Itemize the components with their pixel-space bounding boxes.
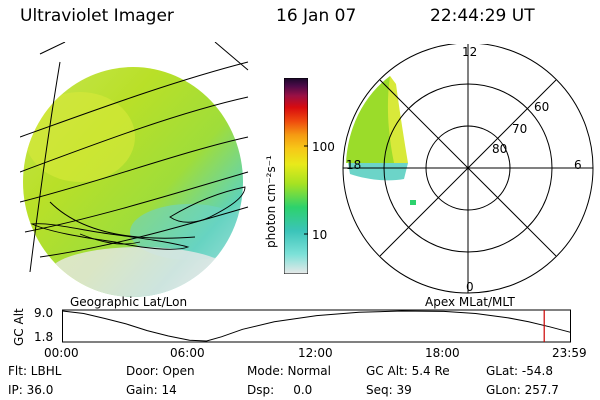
lat-label-80: 80 — [492, 142, 508, 156]
timeline-x-tick-2359: 23:59 — [552, 346, 587, 360]
colorbar-unit-label: photon cm⁻²s⁻¹ — [264, 155, 278, 248]
timeline-y-tick-top: 9.0 — [34, 306, 54, 320]
status-gc-alt: GC Alt: 5.4 Re — [366, 364, 450, 378]
status-ip: IP: 36.0 — [8, 383, 54, 397]
mlt-label-6: 6 — [574, 158, 582, 172]
mlt-label-0: 0 — [466, 280, 474, 294]
timeline-x-tick-0600: 06:00 — [170, 346, 205, 360]
timeline-chart — [62, 309, 571, 343]
polar-grid — [342, 44, 594, 294]
colorbar-tick-label-100: 100 — [312, 140, 335, 154]
status-glon: GLon: 257.7 — [486, 383, 559, 397]
colorbar — [284, 78, 308, 274]
instrument-title: Ultraviolet Imager — [20, 6, 174, 26]
mlt-label-12: 12 — [462, 45, 478, 59]
status-seq: Seq: 39 — [366, 383, 412, 397]
gc-alt-series-line — [62, 310, 571, 342]
graticule — [20, 42, 249, 273]
timeline-x-tick-0000: 00:00 — [44, 346, 79, 360]
cyan-emission-band — [130, 204, 243, 260]
polar-emission — [346, 76, 416, 205]
status-mode: Mode: Normal — [247, 364, 331, 378]
mlt-label-18: 18 — [346, 158, 362, 172]
timeline-x-tick-1200: 12:00 — [298, 346, 333, 360]
timeline-x-tick-1800: 18:00 — [425, 346, 460, 360]
lat-label-70: 70 — [512, 122, 528, 136]
geographic-panel — [20, 42, 249, 297]
status-glat: GLat: -54.8 — [486, 364, 553, 378]
coastline — [30, 186, 246, 250]
colorbar-tick-label-10: 10 — [312, 228, 328, 242]
timeline-y-label: GC Alt — [12, 308, 26, 346]
time-label: 22:44:29 UT — [430, 6, 535, 26]
timeline-y-tick-bottom: 1.8 — [34, 330, 54, 344]
yellow-emission-blob — [25, 92, 135, 182]
low-emission-band — [50, 247, 230, 297]
lat-label-60: 60 — [534, 100, 550, 114]
polar-caption: Apex MLat/MLT — [425, 295, 515, 309]
geographic-caption: Geographic Lat/Lon — [70, 295, 188, 309]
status-door: Door: Open — [126, 364, 195, 378]
date-label: 16 Jan 07 — [276, 6, 357, 26]
timeline-frame — [62, 309, 571, 343]
status-gain: Gain: 14 — [126, 383, 177, 397]
polar-panel — [342, 44, 594, 294]
status-filter: Flt: LBHL — [8, 364, 62, 378]
status-dsp: Dsp: 0.0 — [247, 383, 313, 397]
